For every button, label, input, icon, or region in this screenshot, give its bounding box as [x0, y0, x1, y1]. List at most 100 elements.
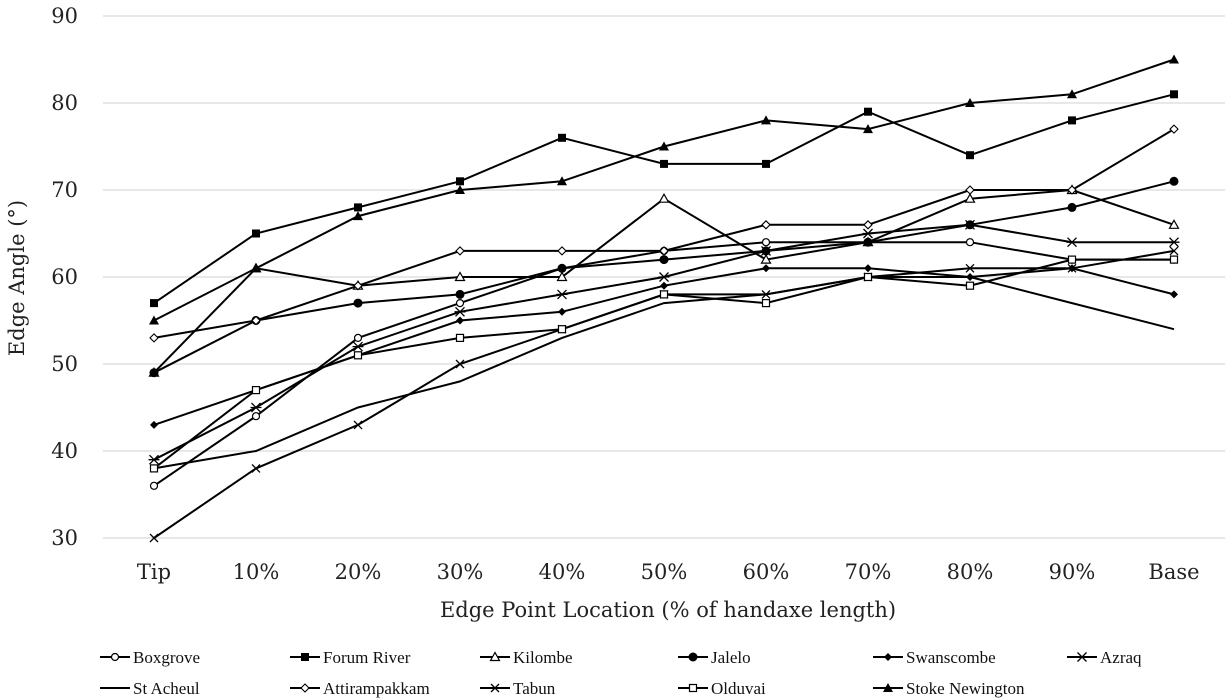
legend-marker	[110, 652, 120, 662]
data-point	[762, 264, 770, 273]
data-point	[251, 315, 261, 326]
data-point	[864, 107, 872, 116]
legend-marker	[300, 683, 310, 693]
data-point	[966, 151, 974, 160]
data-point	[760, 245, 772, 256]
legend-item: Attirampakkam	[290, 679, 430, 698]
y-tick-label: 50	[51, 352, 78, 376]
data-point	[556, 271, 568, 282]
data-point	[965, 281, 975, 290]
data-point	[965, 263, 975, 273]
legend-marker	[884, 653, 892, 661]
legend-label: Attirampakkam	[323, 679, 430, 698]
data-point	[557, 176, 567, 186]
legend-marker	[883, 683, 893, 692]
x-tick-label: 60%	[743, 560, 790, 584]
data-point	[149, 333, 159, 343]
data-point	[1170, 290, 1178, 299]
legend-marker	[1076, 652, 1088, 662]
legend-label: St Acheul	[133, 679, 200, 698]
data-point	[454, 306, 466, 317]
x-tick-label: 40%	[539, 560, 586, 584]
data-point	[353, 333, 363, 342]
y-tick-label: 40	[51, 439, 78, 463]
series-line	[153, 188, 1175, 374]
legend-label: Olduvai	[711, 679, 766, 698]
data-point	[456, 316, 464, 325]
data-point	[761, 238, 771, 247]
legend-item: Azraq	[1067, 648, 1142, 667]
legend-marker	[688, 683, 698, 693]
legend-item: Jalelo	[678, 648, 751, 667]
legend-marker	[489, 651, 501, 662]
data-point	[148, 454, 160, 465]
data-point	[251, 386, 261, 395]
data-point	[1169, 176, 1179, 186]
x-tick-label: 90%	[1049, 560, 1096, 584]
data-point	[353, 211, 363, 221]
data-point	[150, 420, 158, 429]
legend-label: Tabun	[513, 679, 556, 698]
data-point	[658, 192, 670, 203]
data-point	[862, 228, 874, 239]
data-point	[863, 237, 873, 247]
data-point	[149, 368, 159, 378]
data-point	[658, 272, 670, 282]
data-point	[1067, 255, 1077, 264]
data-point	[965, 98, 975, 107]
data-point	[353, 351, 363, 360]
series-olduvai	[149, 255, 1179, 473]
series-group	[148, 54, 1180, 543]
data-point	[455, 289, 465, 299]
data-point	[761, 289, 771, 299]
data-point	[558, 133, 566, 142]
x-tick-label: Base	[1148, 560, 1199, 584]
data-point	[455, 246, 465, 256]
data-point	[1168, 219, 1180, 229]
data-point	[353, 420, 363, 430]
data-point	[455, 333, 465, 342]
legend-label: Forum River	[323, 648, 411, 667]
series-swanscombe	[150, 264, 1178, 429]
legend-label: Stoke Newington	[906, 679, 1025, 698]
data-point	[354, 203, 362, 212]
gridlines	[103, 15, 1225, 539]
data-point	[760, 253, 772, 264]
data-point	[761, 299, 771, 308]
x-tick-label: 50%	[641, 560, 688, 584]
data-point	[863, 272, 873, 282]
x-axis-title: Edge Point Location (% of handaxe length…	[440, 598, 896, 622]
data-point	[964, 219, 976, 230]
data-point	[150, 299, 158, 308]
legend-item: Boxgrove	[100, 648, 200, 667]
legend-marker	[301, 653, 309, 661]
legend-item: Forum River	[290, 648, 411, 667]
data-point	[455, 185, 465, 194]
data-point	[1169, 246, 1179, 256]
y-tick-label: 60	[51, 265, 78, 289]
legend-item: Stoke Newington	[873, 679, 1025, 698]
data-point	[659, 141, 669, 151]
data-point	[251, 463, 261, 473]
data-point	[454, 271, 466, 282]
legend: Boxgrove Forum River Kilombe Jalelo Swanscom…	[100, 648, 1142, 698]
series-stoke-newington	[149, 54, 1179, 325]
x-tick-label: Tip	[137, 560, 171, 584]
legend-marker	[490, 683, 500, 693]
data-point	[456, 177, 464, 186]
data-point	[1067, 89, 1077, 99]
data-point	[864, 264, 872, 273]
data-point	[149, 464, 159, 473]
legend-marker	[688, 652, 698, 662]
legend-item: Tabun	[480, 679, 556, 698]
data-point	[1066, 237, 1078, 248]
data-point	[1068, 116, 1076, 125]
data-point	[252, 229, 260, 238]
data-point	[353, 298, 363, 308]
legend-item: St Acheul	[100, 679, 200, 698]
data-point	[558, 307, 566, 316]
y-tick-label: 80	[51, 91, 78, 115]
data-point	[761, 115, 771, 125]
series-attirampakkam	[149, 124, 1179, 343]
